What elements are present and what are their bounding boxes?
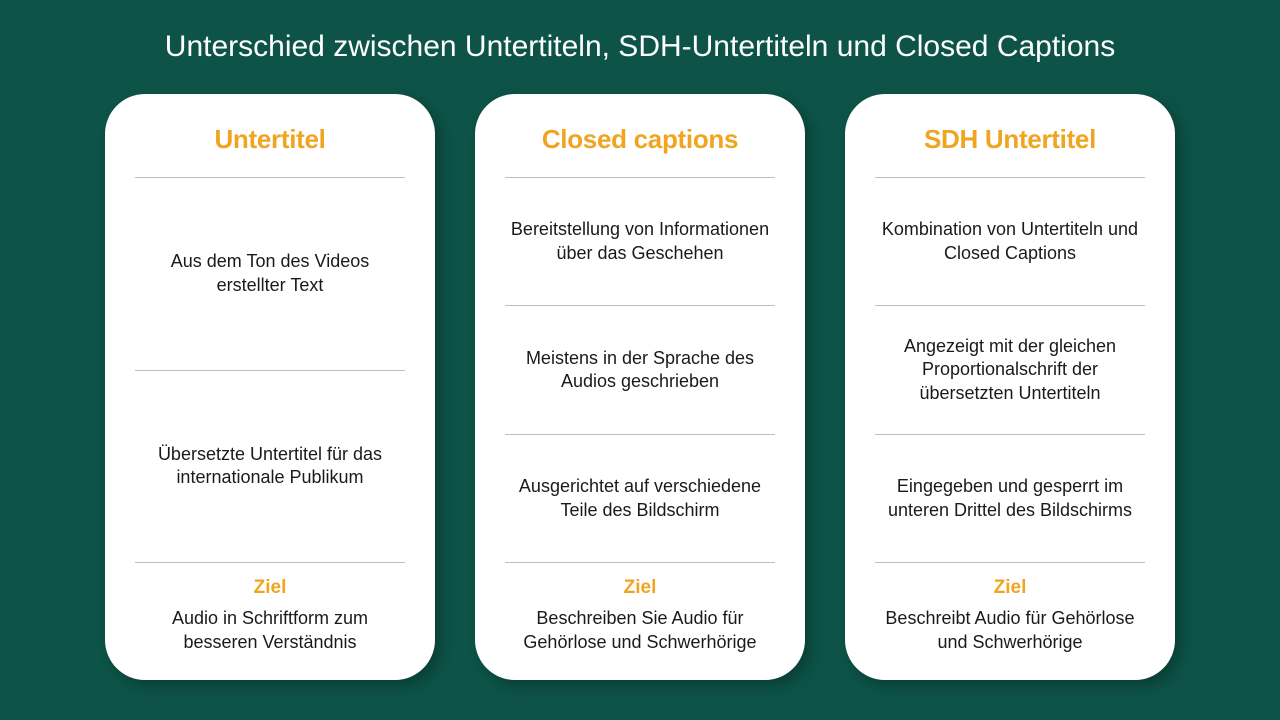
- card-item: Kombination von Untertiteln und Closed C…: [875, 177, 1145, 305]
- card-title: Untertitel: [135, 124, 405, 155]
- card-item: Übersetzte Untertitel für das internatio…: [135, 370, 405, 563]
- card-item: Eingegeben und gesperrt im unteren Dritt…: [875, 434, 1145, 562]
- card-goal: Ziel Beschreibt Audio für Gehörlose und …: [875, 562, 1145, 654]
- card-items: Aus dem Ton des Videos erstellter Text Ü…: [135, 177, 405, 562]
- card-title: Closed captions: [505, 124, 775, 155]
- goal-label: Ziel: [875, 577, 1145, 599]
- card-untertitel: Untertitel Aus dem Ton des Videos erstel…: [105, 94, 435, 680]
- card-goal: Ziel Audio in Schriftform zum besseren V…: [135, 562, 405, 654]
- card-closed-captions: Closed captions Bereitstellung von Infor…: [475, 94, 805, 680]
- card-item: Ausgerichtet auf verschiedene Teile des …: [505, 434, 775, 562]
- card-body: Kombination von Untertiteln und Closed C…: [875, 177, 1145, 654]
- card-items: Kombination von Untertiteln und Closed C…: [875, 177, 1145, 562]
- card-items: Bereitstellung von Informationen über da…: [505, 177, 775, 562]
- card-item: Aus dem Ton des Videos erstellter Text: [135, 177, 405, 370]
- cards-row: Untertitel Aus dem Ton des Videos erstel…: [60, 94, 1220, 680]
- card-item: Bereitstellung von Informationen über da…: [505, 177, 775, 305]
- goal-text: Audio in Schriftform zum besseren Verstä…: [135, 607, 405, 654]
- page-title: Unterschied zwischen Untertiteln, SDH-Un…: [60, 30, 1220, 64]
- card-item: Angezeigt mit der gleichen Proportionals…: [875, 305, 1145, 433]
- card-goal: Ziel Beschreiben Sie Audio für Gehörlose…: [505, 562, 775, 654]
- infographic-container: Unterschied zwischen Untertiteln, SDH-Un…: [0, 0, 1280, 720]
- card-body: Bereitstellung von Informationen über da…: [505, 177, 775, 654]
- goal-text: Beschreibt Audio für Gehörlose und Schwe…: [875, 607, 1145, 654]
- goal-label: Ziel: [505, 577, 775, 599]
- card-item: Meistens in der Sprache des Audios gesch…: [505, 305, 775, 433]
- card-body: Aus dem Ton des Videos erstellter Text Ü…: [135, 177, 405, 654]
- goal-label: Ziel: [135, 577, 405, 599]
- card-title: SDH Untertitel: [875, 124, 1145, 155]
- goal-text: Beschreiben Sie Audio für Gehörlose und …: [505, 607, 775, 654]
- card-sdh-untertitel: SDH Untertitel Kombination von Untertite…: [845, 94, 1175, 680]
